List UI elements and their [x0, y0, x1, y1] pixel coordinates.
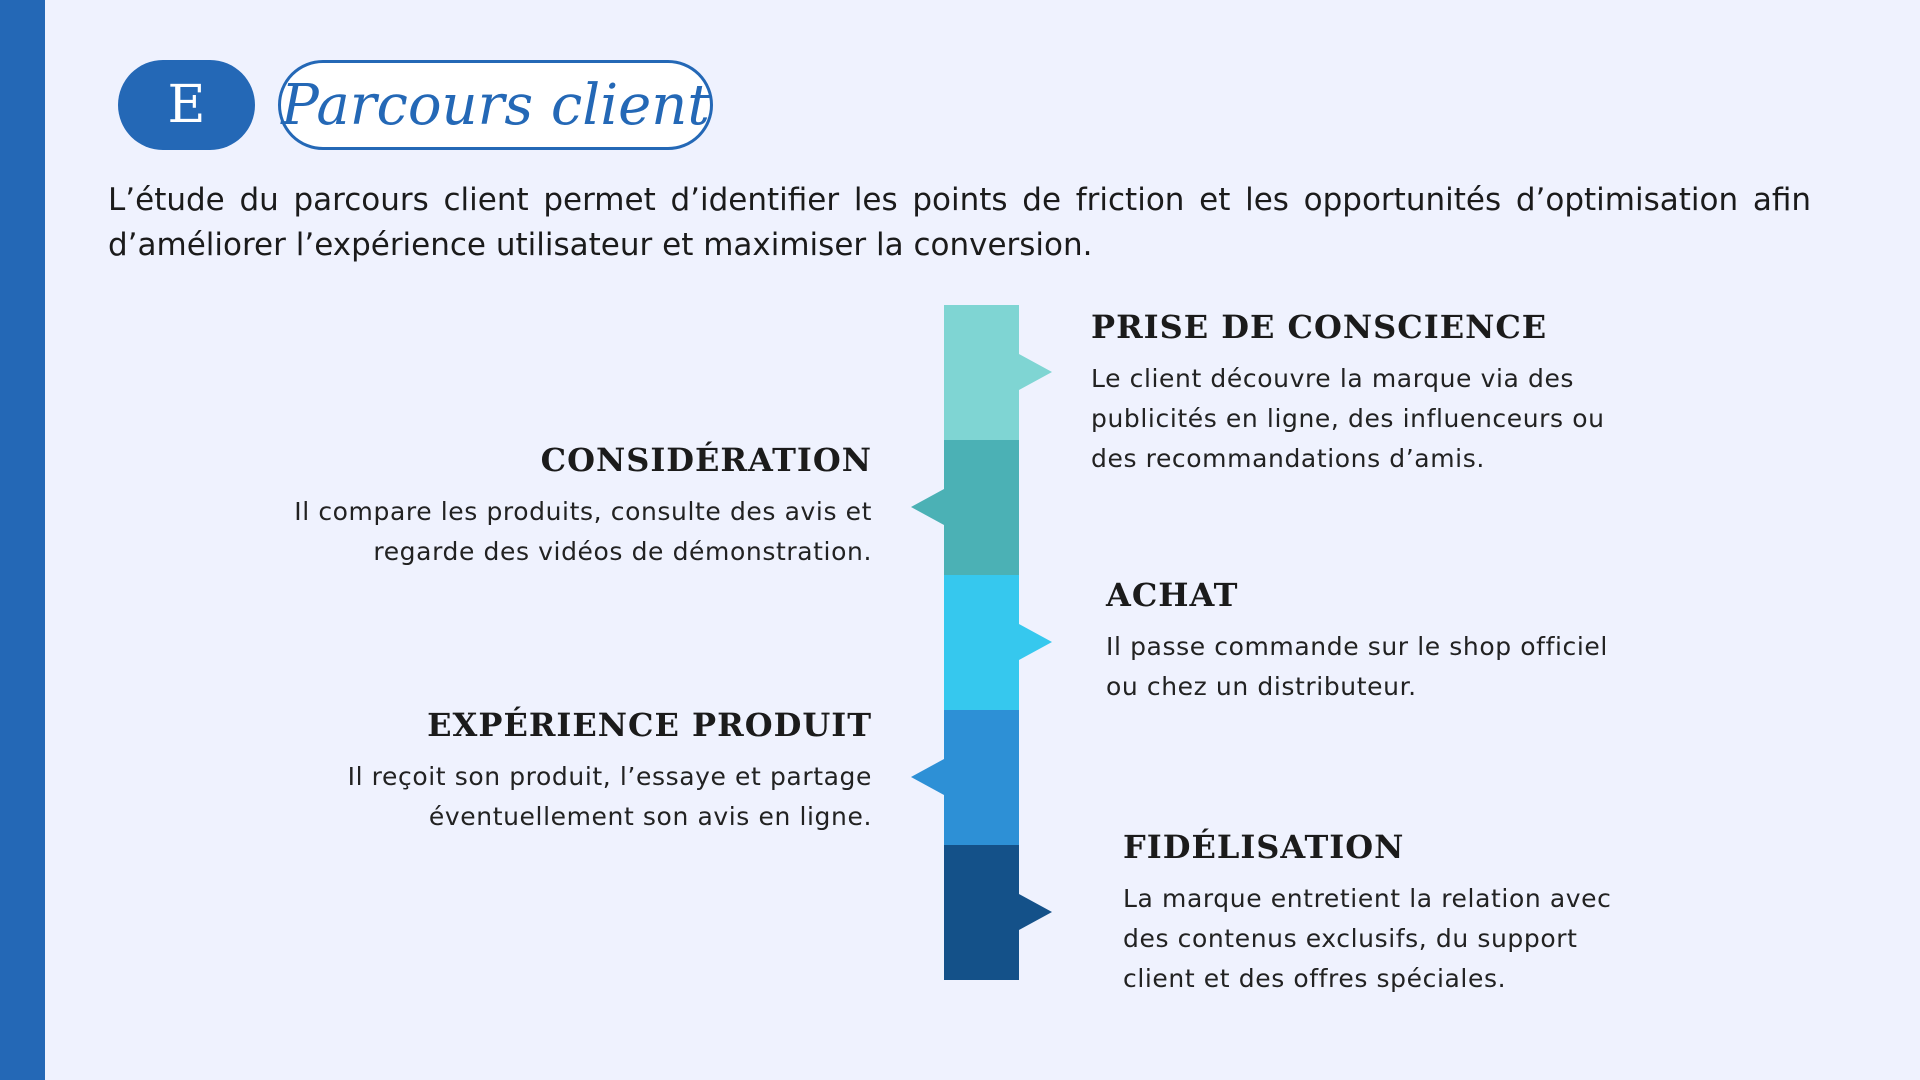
left-accent-bar [0, 0, 45, 1080]
timeline-segment-2 [944, 440, 1019, 575]
timeline-arrow-right-3 [1019, 624, 1052, 660]
step-awareness: PRISE DE CONSCIENCE Le client découvre l… [1091, 307, 1605, 479]
timeline-segment-4 [944, 710, 1019, 845]
step-description: Il compare les produits, consulte des av… [294, 497, 872, 566]
step-loyalty: FIDÉLISATION La marque entretient la rel… [1123, 827, 1611, 999]
step-product-experience: EXPÉRIENCE PRODUIT Il reçoit son produit… [348, 705, 872, 837]
intro-paragraph: L’étude du parcours client permet d’iden… [108, 182, 1811, 263]
timeline-arrow-left-2 [911, 489, 944, 525]
step-description: La marque entretient la relation avec de… [1123, 884, 1612, 993]
timeline-segment-1 [944, 305, 1019, 440]
section-letter-badge: E [118, 60, 255, 150]
page-title: Parcours client [278, 60, 713, 150]
step-title: ACHAT [1106, 576, 1239, 614]
step-description: Il reçoit son produit, l’essaye et parta… [347, 762, 872, 831]
timeline-segment-3 [944, 575, 1019, 710]
step-title: FIDÉLISATION [1123, 828, 1405, 866]
step-title: EXPÉRIENCE PRODUIT [427, 706, 872, 744]
step-consideration: CONSIDÉRATION Il compare les produits, c… [294, 440, 872, 572]
timeline-segment-5 [944, 845, 1019, 980]
step-description: Il passe commande sur le shop officiel o… [1106, 632, 1608, 701]
timeline-arrow-right-5 [1019, 894, 1052, 930]
step-purchase: ACHAT Il passe commande sur le shop offi… [1106, 575, 1608, 707]
step-title: CONSIDÉRATION [540, 441, 872, 479]
timeline-arrow-left-4 [911, 759, 944, 795]
step-title: PRISE DE CONSCIENCE [1091, 308, 1548, 346]
timeline-arrow-right-1 [1019, 354, 1052, 390]
step-description: Le client découvre la marque via des pub… [1091, 364, 1605, 473]
